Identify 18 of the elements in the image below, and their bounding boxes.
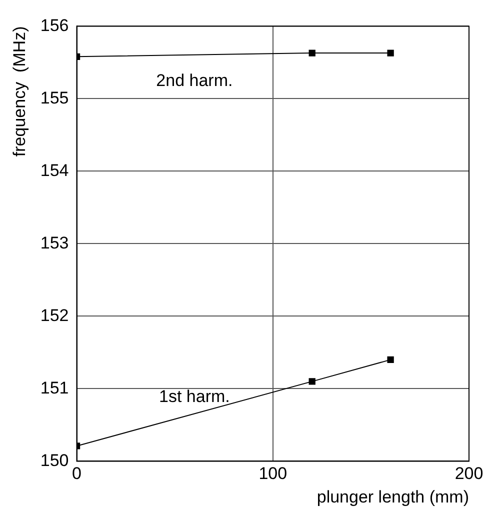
series-label: 1st harm. bbox=[159, 386, 230, 406]
y-tick-label: 151 bbox=[40, 378, 69, 398]
x-tick-label: 0 bbox=[72, 464, 82, 484]
point bbox=[308, 378, 316, 385]
point bbox=[387, 50, 394, 56]
x-axis-title: plunger length (mm) bbox=[316, 487, 469, 506]
x-tick-label: 100 bbox=[258, 464, 288, 484]
y-tick-label: 156 bbox=[40, 16, 69, 35]
y-axis-title: frequency (MHz) bbox=[10, 26, 29, 157]
y-tick-label: 155 bbox=[40, 88, 69, 108]
point bbox=[308, 50, 316, 56]
point bbox=[387, 356, 394, 364]
y-tick-label: 150 bbox=[40, 450, 69, 470]
y-tick-label: 153 bbox=[40, 233, 69, 252]
y-tick-label: 154 bbox=[40, 160, 69, 180]
y-tick-label: 152 bbox=[40, 306, 69, 325]
series-label: 2nd harm. bbox=[156, 71, 233, 90]
x-tick-label: 200 bbox=[454, 464, 484, 484]
